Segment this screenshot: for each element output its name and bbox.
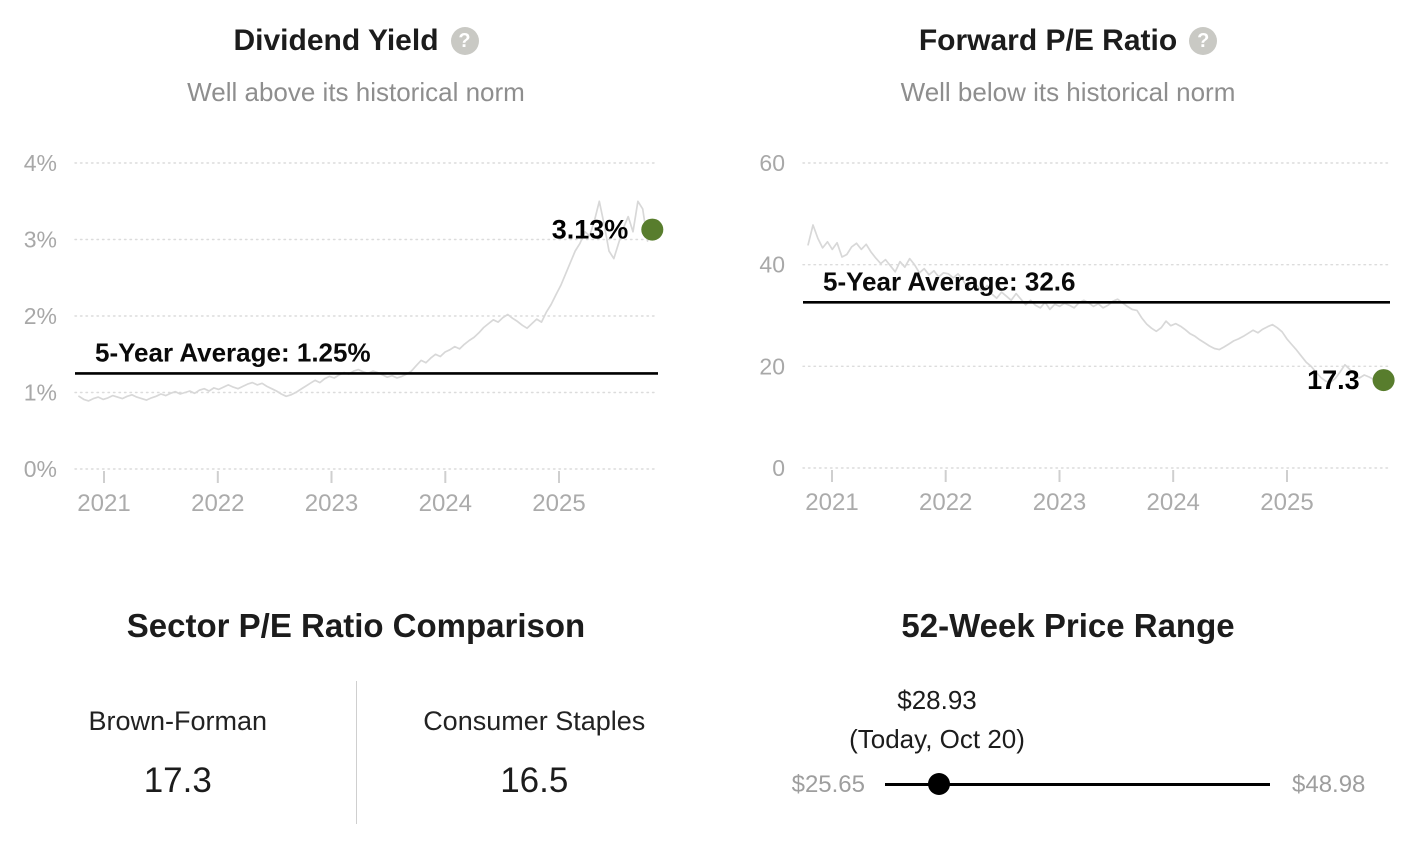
forward-pe-panel: Forward P/E Ratio ? Well below its histo… bbox=[712, 0, 1424, 560]
x-axis-label: 2022 bbox=[919, 489, 972, 516]
x-axis-label: 2021 bbox=[805, 489, 858, 516]
forward-pe-subtitle: Well below its historical norm bbox=[900, 77, 1236, 107]
x-axis-label: 2023 bbox=[305, 490, 358, 517]
company-name-label: Brown-Forman bbox=[88, 706, 268, 736]
y-axis-label: 60 bbox=[759, 150, 785, 176]
y-axis-label: 4% bbox=[24, 150, 57, 176]
y-axis-label: 2% bbox=[24, 303, 57, 329]
price-range-track bbox=[885, 783, 1270, 786]
average-label: 5-Year Average: 32.6 bbox=[823, 266, 1075, 296]
current-price-note: (Today, Oct 20) bbox=[849, 724, 1025, 754]
forward-pe-header: Forward P/E Ratio ? Well below its histo… bbox=[712, 0, 1424, 108]
range-min-label: $25.65 bbox=[791, 771, 865, 798]
company-pe-value: 17.3 bbox=[143, 761, 212, 800]
y-axis-label: 3% bbox=[24, 227, 57, 253]
x-axis-label: 2021 bbox=[77, 490, 130, 517]
dividend-yield-subtitle: Well above its historical norm bbox=[187, 77, 525, 107]
y-axis-label: 0% bbox=[24, 456, 57, 482]
forward-pe-chart: 60 40 20 0 2021 2022 2023 2024 2025 5-Year Averag… bbox=[759, 150, 1395, 516]
current-price-label: $28.93 bbox=[897, 685, 977, 715]
x-axis-label: 2023 bbox=[1033, 489, 1086, 516]
sector-comparison-company-column: Brown-Forman 17.3 bbox=[0, 681, 356, 824]
x-axis-label: 2022 bbox=[191, 490, 244, 517]
x-axis-label: 2024 bbox=[419, 490, 472, 517]
sector-comparison-title: Sector P/E Ratio Comparison bbox=[126, 607, 586, 644]
x-axis-label: 2025 bbox=[532, 490, 585, 517]
y-axis-label: 1% bbox=[24, 380, 57, 406]
y-axis-label: 40 bbox=[759, 252, 785, 278]
x-axis-label: 2025 bbox=[1260, 489, 1313, 516]
dividend-yield-header: Dividend Yield ? Well above its historic… bbox=[0, 0, 712, 108]
x-axis-label: 2024 bbox=[1147, 489, 1200, 516]
current-value-label: 17.3 bbox=[1307, 365, 1360, 395]
price-range-handle bbox=[928, 773, 950, 795]
current-value-label: 3.13% bbox=[552, 215, 629, 245]
sector-name-label: Consumer Staples bbox=[423, 706, 646, 736]
sector-comparison-grid: Brown-Forman 17.3 Consumer Staples 16.5 bbox=[0, 681, 712, 824]
dividend-yield-chart: 4% 3% 2% 1% 0% 2021 2022 2023 2024 2025 5-Year Ave… bbox=[24, 150, 664, 517]
range-max-label: $48.98 bbox=[1292, 771, 1366, 798]
vertical-divider bbox=[355, 681, 357, 824]
forward-pe-title: Forward P/E Ratio bbox=[918, 24, 1178, 57]
sector-comparison-sector-column: Consumer Staples 16.5 bbox=[357, 681, 713, 824]
y-axis-label: 0 bbox=[772, 455, 785, 481]
current-value-dot bbox=[1372, 369, 1395, 392]
dividend-yield-title-row: Dividend Yield ? bbox=[0, 0, 712, 60]
average-label: 5-Year Average: 1.25% bbox=[95, 337, 371, 367]
current-value-dot bbox=[641, 218, 664, 241]
y-axis-label: 20 bbox=[759, 353, 785, 379]
history-line bbox=[807, 224, 1385, 383]
sector-pe-comparison-panel: Sector P/E Ratio Comparison Brown-Forman… bbox=[0, 560, 712, 846]
forward-pe-title-row: Forward P/E Ratio ? bbox=[712, 0, 1424, 60]
help-icon[interactable]: ? bbox=[450, 27, 479, 55]
price-range-panel: 52-Week Price Range $28.93 (Today, Oct 2… bbox=[712, 560, 1424, 846]
price-range-title: 52-Week Price Range bbox=[901, 607, 1235, 644]
sector-pe-value: 16.5 bbox=[500, 761, 569, 800]
help-icon[interactable]: ? bbox=[1189, 27, 1218, 55]
dividend-yield-panel: Dividend Yield ? Well above its historic… bbox=[0, 0, 712, 560]
dividend-yield-title: Dividend Yield bbox=[233, 24, 439, 57]
